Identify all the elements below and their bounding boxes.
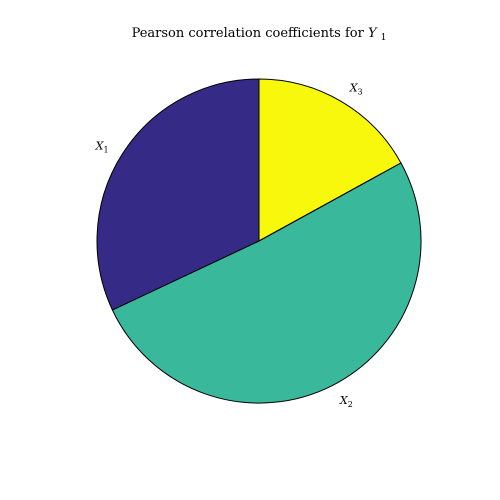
slice-label-subscript: 2	[348, 400, 353, 409]
slice-label-subscript: 1	[103, 146, 108, 155]
slice-label-subscript: 3	[358, 88, 363, 97]
pie-slices	[96, 78, 422, 404]
pie-slice-x1	[96, 78, 260, 311]
chart-title: Pearson correlation coefficients for Y 1	[132, 26, 387, 43]
slice-label-x3: X3	[349, 82, 363, 97]
chart-title-text: Pearson correlation coefficients for	[132, 26, 365, 41]
slice-label-name: X	[95, 140, 105, 153]
slice-label-x1: X1	[95, 140, 109, 155]
chart-title-variable: Y	[368, 26, 378, 41]
chart-title-variable-subscript: 1	[381, 33, 387, 43]
slice-label-name: X	[349, 82, 359, 95]
pie-slice-x2	[111, 162, 422, 404]
pie-slice-x3	[258, 78, 402, 242]
slice-label-name: X	[339, 394, 349, 407]
slice-label-x2: X2	[339, 394, 353, 409]
